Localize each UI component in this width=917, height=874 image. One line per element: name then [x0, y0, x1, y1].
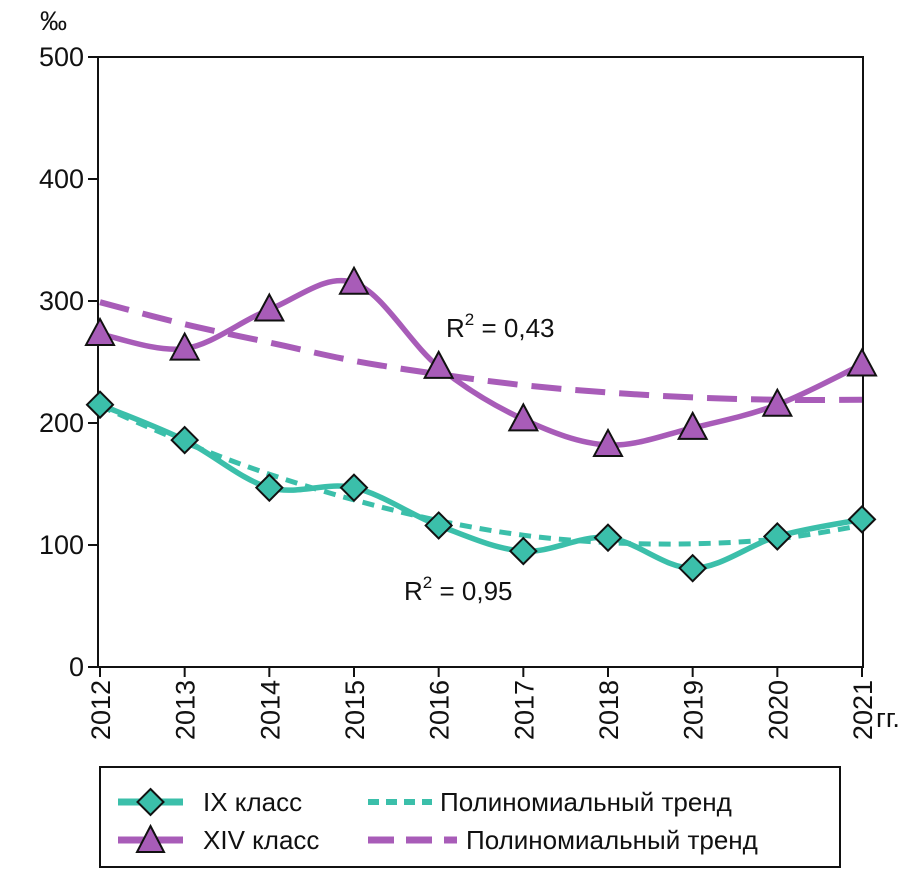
x-tick-label: 2017 [509, 680, 539, 740]
y-tick-label: 400 [39, 164, 84, 194]
x-tick-label: 2021 [848, 680, 878, 740]
y-axis-ticks: 0 100 200 300 400 500 [39, 42, 98, 682]
legend-marker-diamond-icon [136, 787, 165, 817]
data-point-diamond [847, 504, 877, 534]
data-point-triangle [592, 427, 624, 457]
data-point-triangle [761, 387, 794, 417]
data-point-diamond [85, 390, 115, 420]
data-point-triangle [676, 410, 709, 440]
data-point-triangle [168, 331, 201, 361]
y-tick-label: 500 [39, 42, 84, 72]
trend-line-0 [99, 403, 863, 547]
y-tick-label: 100 [39, 530, 84, 560]
x-tick-label: 2019 [679, 680, 709, 740]
data-point-triangle [846, 347, 878, 377]
data-point-diamond [339, 473, 369, 503]
x-tick-label: 2018 [594, 680, 624, 740]
series-line-1 [99, 278, 864, 448]
x-tick-label: 2014 [255, 680, 285, 740]
r2-base: R [404, 576, 423, 606]
data-point-diamond [170, 425, 200, 455]
x-tick-label: 2013 [171, 680, 201, 740]
trend-line-1 [99, 299, 863, 403]
data-point-diamond [762, 522, 792, 551]
y-tick-label: 200 [39, 408, 84, 438]
legend-label-xiv-trend: Полиномиальный тренд [466, 825, 758, 855]
r2-value: = 0,43 [474, 313, 554, 343]
legend-item-ix: IX класс [118, 787, 302, 817]
y-tick-label: 300 [39, 286, 84, 316]
x-tick-label: 2016 [425, 680, 455, 740]
legend: IX класс Полиномиальный тренд XIV класс … [99, 766, 841, 868]
r2-sup: 2 [423, 573, 432, 592]
x-tick-label: 2015 [340, 680, 370, 740]
legend-item-xiv-trend: Полиномиальный тренд [368, 825, 758, 855]
series-layer [84, 265, 878, 583]
r2-annotation-ix: R2 = 0,95 [404, 573, 512, 606]
data-point-diamond [254, 473, 284, 503]
data-point-triangle [84, 316, 116, 346]
data-point-diamond [593, 523, 623, 553]
legend-item-ix-trend: Полиномиальный тренд [368, 787, 732, 817]
x-tick-label: 2012 [86, 680, 116, 740]
legend-item-xiv: XIV класс [118, 823, 319, 855]
r2-base: R [446, 313, 465, 343]
r2-sup: 2 [465, 310, 474, 329]
r2-annotation-xiv: R2 = 0,43 [446, 310, 554, 343]
data-point-diamond [678, 553, 708, 583]
legend-box [99, 766, 841, 868]
y-tick-label: 0 [69, 652, 84, 682]
y-axis-unit: ‰ [40, 6, 67, 36]
legend-label-ix: IX класс [203, 787, 302, 817]
data-point-diamond [508, 536, 538, 566]
legend-marker-triangle-icon [135, 823, 166, 853]
series-line-0 [98, 402, 863, 571]
x-axis-ticks: 2012 2013 2014 2015 2016 2017 2018 2019 2020 2021 [86, 667, 878, 740]
data-point-triangle [507, 402, 540, 432]
data-point-triangle [422, 349, 455, 379]
data-point-triangle [253, 292, 286, 322]
data-point-diamond [424, 511, 454, 540]
legend-label-ix-trend: Полиномиальный тренд [440, 787, 732, 817]
x-tick-label: 2020 [763, 680, 793, 740]
data-point-triangle [338, 265, 370, 295]
legend-label-xiv: XIV класс [203, 825, 319, 855]
r2-value: = 0,95 [432, 576, 512, 606]
x-axis-unit: гг. [876, 703, 900, 733]
